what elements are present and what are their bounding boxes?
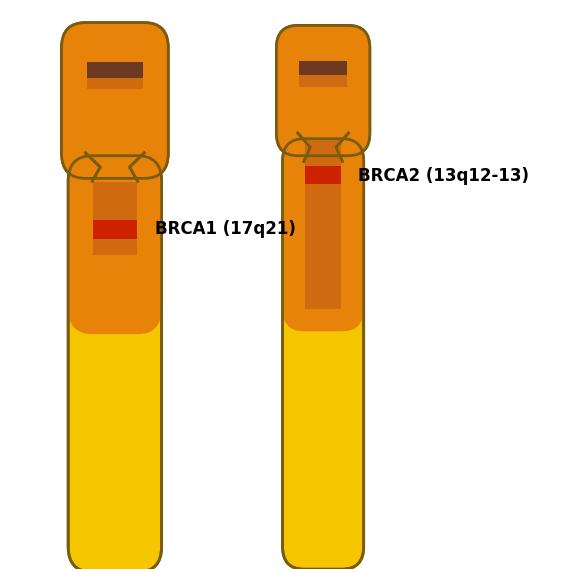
Bar xyxy=(87,78,143,89)
Text: BRCA2 (13q12-13): BRCA2 (13q12-13) xyxy=(358,166,529,185)
FancyBboxPatch shape xyxy=(68,156,162,334)
Bar xyxy=(305,166,341,184)
Bar xyxy=(299,76,347,86)
Bar xyxy=(93,220,136,239)
FancyBboxPatch shape xyxy=(61,23,168,178)
FancyBboxPatch shape xyxy=(61,23,168,178)
Bar xyxy=(299,61,347,76)
Bar xyxy=(305,140,341,166)
Polygon shape xyxy=(298,133,349,161)
Bar xyxy=(87,62,143,78)
Text: BRCA1 (17q21): BRCA1 (17q21) xyxy=(155,220,296,239)
FancyBboxPatch shape xyxy=(283,139,364,569)
Polygon shape xyxy=(86,153,144,181)
FancyBboxPatch shape xyxy=(283,139,364,331)
FancyBboxPatch shape xyxy=(276,25,370,156)
Bar xyxy=(305,184,341,309)
FancyBboxPatch shape xyxy=(68,156,162,572)
Polygon shape xyxy=(86,153,144,181)
Polygon shape xyxy=(298,133,349,161)
Bar xyxy=(93,182,136,220)
Bar xyxy=(93,181,136,309)
FancyBboxPatch shape xyxy=(276,25,370,156)
Bar xyxy=(305,161,341,309)
Bar xyxy=(93,239,136,255)
